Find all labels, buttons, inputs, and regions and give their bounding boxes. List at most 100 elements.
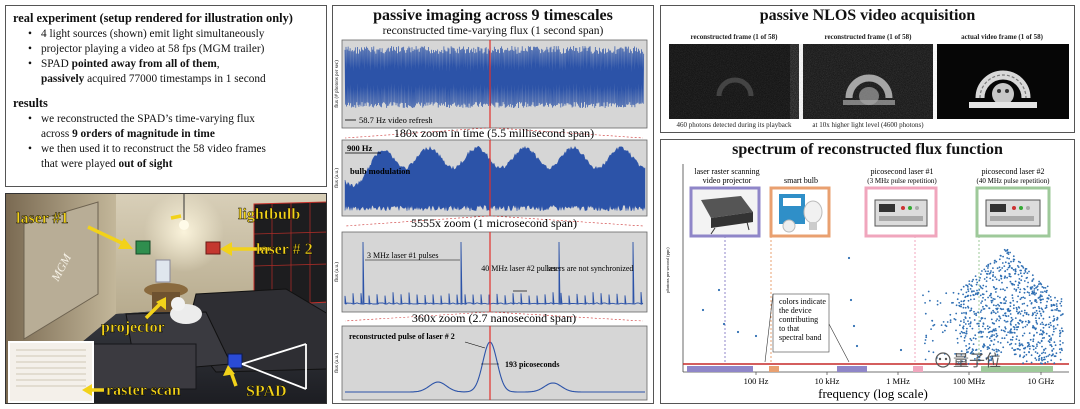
spectrum-point	[946, 321, 949, 323]
spectrum-point	[1048, 353, 1051, 356]
spectrum-point	[1023, 272, 1026, 275]
spectrum-point	[1054, 309, 1056, 311]
spectrum-point	[976, 362, 979, 365]
plot1-caption: reconstructed time-varying flux (1 secon…	[382, 25, 604, 37]
device-label-laser1: picosecond laser #1 (3 MHz pulse repetit…	[867, 167, 937, 185]
spectrum-point	[974, 358, 976, 360]
spectrum-point	[960, 330, 963, 333]
spectrum-point	[999, 342, 1002, 344]
spectrum-point	[941, 331, 944, 334]
spectrum-point	[1017, 286, 1020, 289]
spectrum-point	[1048, 341, 1051, 344]
spectrum-point	[976, 355, 979, 357]
spectrum-point	[976, 322, 979, 325]
spectrum-point	[986, 336, 988, 338]
timescales-panel: passive imaging across 9 timescales reco…	[332, 5, 654, 404]
spectrum-point	[1035, 286, 1038, 289]
spectrum-point	[1015, 288, 1018, 291]
plot3-laser2: 40 MHz laser #2 pulses	[481, 264, 557, 273]
spectrum-point	[980, 286, 982, 289]
spectrum-point	[1012, 260, 1015, 263]
spectrum-point	[994, 276, 997, 278]
spectrum-point	[1008, 275, 1011, 278]
spectrum-point	[963, 321, 965, 324]
spectrum-point	[975, 349, 977, 351]
spectrum-point	[985, 290, 988, 293]
spectrum-point	[1007, 253, 1010, 255]
spectrum-point	[1039, 342, 1041, 344]
spectrum-point	[1024, 311, 1026, 314]
spectrum-point	[993, 286, 996, 289]
spectrum-point	[1027, 281, 1029, 284]
device-photo-projector	[689, 186, 761, 238]
spectrum-point	[986, 325, 989, 328]
spectrum-point	[997, 341, 999, 343]
spectrum-point	[1011, 318, 1014, 321]
spectrum-point	[1000, 329, 1003, 332]
spectrum-point	[962, 326, 964, 329]
spectrum-point	[964, 323, 967, 325]
spectrum-point	[1050, 324, 1052, 327]
spectrum-point	[1046, 300, 1048, 303]
spectrum-point	[1020, 320, 1022, 322]
spectrum-point	[1045, 332, 1048, 335]
spectrum-point	[1033, 335, 1035, 337]
spectrum-point	[990, 340, 993, 342]
spectrum-point	[1020, 265, 1023, 267]
spectrum-point	[988, 359, 991, 362]
spectrum-point	[970, 307, 973, 310]
spectrum-point	[992, 343, 995, 346]
spectrum-point	[944, 329, 946, 332]
spectrum-point	[988, 337, 991, 340]
spectrum-point	[993, 329, 996, 332]
spectrum-point	[1059, 331, 1062, 334]
spectrum-point	[1042, 311, 1045, 313]
spectrum-point	[977, 322, 980, 325]
spectrum-point	[996, 353, 999, 356]
spectrum-point	[1011, 339, 1014, 341]
spectrum-point	[1030, 354, 1033, 357]
spectrum-point	[969, 325, 972, 328]
spectrum-point	[1056, 307, 1058, 310]
plot4-width: 193 picoseconds	[505, 360, 559, 369]
nlos-title: passive NLOS video acquisition	[759, 7, 976, 24]
spectrum-point	[1050, 304, 1053, 306]
text: SPAD	[41, 58, 72, 70]
spectrum-point	[1004, 327, 1007, 330]
spectrum-point	[1028, 294, 1031, 296]
spectrum-point	[1055, 352, 1058, 355]
spectrum-point	[963, 356, 966, 358]
spectrum-point	[1054, 327, 1057, 330]
spectrum-point	[1060, 298, 1063, 300]
spectrum-point	[1057, 309, 1060, 312]
spectrum-point	[983, 343, 985, 346]
spectrum-point	[922, 294, 924, 297]
spectrum-point	[1017, 295, 1019, 298]
spectrum-point	[1016, 335, 1018, 338]
plot2-ylabel: flux (a.u.)	[335, 168, 340, 188]
spectrum-point	[1035, 309, 1038, 312]
spectrum-point	[1039, 294, 1042, 297]
spectrum-point	[1061, 349, 1063, 352]
spectrum-point	[1026, 272, 1029, 274]
spectrum-point	[1040, 307, 1043, 310]
device-label-bulb: smart bulb	[784, 176, 818, 185]
spectrum-point	[998, 270, 1001, 272]
spectrum-point	[940, 324, 943, 326]
spectrum-point	[1024, 269, 1027, 272]
spectrum-point	[1056, 324, 1059, 326]
spectrum-point	[958, 304, 961, 307]
spectrum-point	[1008, 264, 1011, 267]
spectrum-point	[1033, 284, 1036, 287]
results-heading: results	[13, 96, 48, 110]
spectrum-point	[967, 286, 969, 288]
spectrum-point	[999, 269, 1002, 271]
text-bold: passively	[41, 73, 85, 85]
spectrum-point	[1027, 342, 1030, 344]
spectrum-point	[1005, 300, 1007, 302]
spectrum-point	[994, 312, 997, 315]
spectrum-point	[1052, 315, 1055, 318]
spectrum-point	[1010, 328, 1012, 330]
spectrum-point	[1060, 314, 1062, 317]
spectrum-point	[965, 330, 968, 333]
